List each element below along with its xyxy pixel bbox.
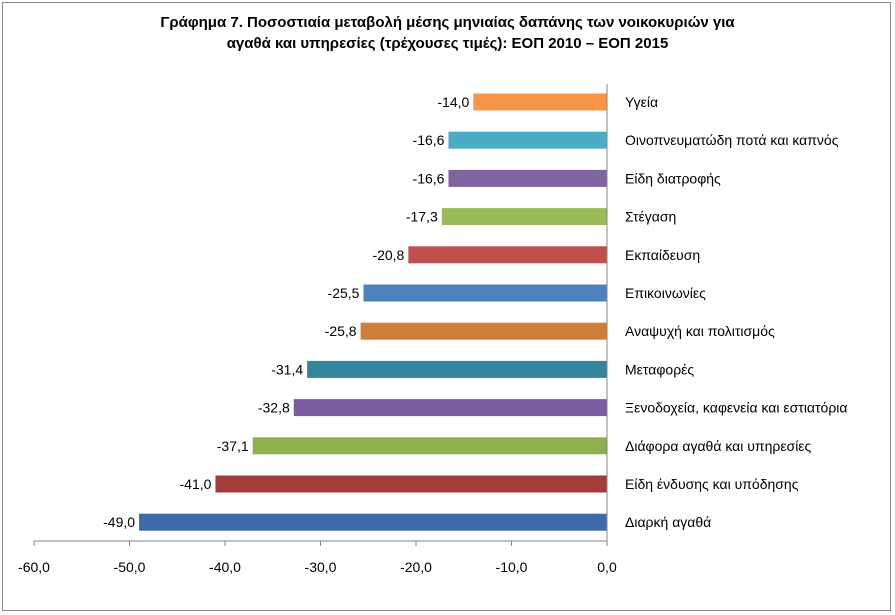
category-label: Οινοπνευματώδη ποτά και καπνός xyxy=(625,132,839,148)
x-tick-label: -30,0 xyxy=(305,559,337,575)
bar xyxy=(408,246,607,264)
bar-value-label: -25,8 xyxy=(325,323,357,339)
bar-value-label: -25,5 xyxy=(328,285,360,301)
chart-title-line-2: αγαθά και υπηρεσίες (τρέχουσες τιμές): Ε… xyxy=(226,35,669,52)
category-label: Διάφορα αγαθά και υπηρεσίες xyxy=(625,438,812,454)
bars-group xyxy=(139,93,608,531)
category-label: Αναψυχή και πολιτισμός xyxy=(625,323,775,339)
bar xyxy=(363,284,607,302)
x-axis: -60,0 -50,0 -40,0 -30,0 -20,0 -10,0 0,0 xyxy=(18,84,617,575)
category-label: Είδη ένδυσης και υπόδησης xyxy=(625,476,799,492)
x-tick-label: -60,0 xyxy=(18,559,50,575)
value-labels-group: -14,0 -16,6 -16,6 -17,3 -20,8 -25,5 -25,8 -31,4… xyxy=(103,94,469,530)
category-label: Εκπαίδευση xyxy=(625,247,700,263)
bar-value-label: -16,6 xyxy=(413,170,445,186)
x-tick-label: -20,0 xyxy=(400,559,432,575)
bar-value-label: -49,0 xyxy=(103,514,135,530)
bar-value-label: -17,3 xyxy=(406,209,438,225)
bar xyxy=(448,131,607,149)
chart-title: Γράφημα 7. Ποσοστιαία μεταβολή μέσης μην… xyxy=(0,12,895,54)
bar-value-label: -32,8 xyxy=(258,400,290,416)
bar xyxy=(441,208,607,226)
category-label: Στέγαση xyxy=(625,209,676,225)
category-label: Ξενοδοχεία, καφενεία και εστιατόρια xyxy=(625,400,848,416)
x-tick-label: -10,0 xyxy=(496,559,528,575)
bar xyxy=(473,93,607,111)
x-tick-label: -50,0 xyxy=(114,559,146,575)
bar xyxy=(448,169,607,187)
chart-title-line-1: Γράφημα 7. Ποσοστιαία μεταβολή μέσης μην… xyxy=(160,14,735,31)
bar xyxy=(293,399,607,417)
category-label: Μεταφορές xyxy=(625,361,694,377)
bar-value-label: -16,6 xyxy=(413,132,445,148)
bar-value-label: -31,4 xyxy=(271,361,303,377)
x-tick-label: 0,0 xyxy=(597,559,617,575)
bar-value-label: -41,0 xyxy=(180,476,212,492)
bar xyxy=(307,360,607,378)
bar-value-label: -20,8 xyxy=(372,247,404,263)
category-label: Διαρκή αγαθά xyxy=(625,514,711,530)
bar xyxy=(252,437,607,455)
bar-value-label: -37,1 xyxy=(217,438,249,454)
category-label: Επικοινωνίες xyxy=(625,285,706,301)
x-tick-label: -40,0 xyxy=(209,559,241,575)
category-labels-group: Υγεία Οινοπνευματώδη ποτά και καπνός Είδη … xyxy=(625,94,848,530)
bar xyxy=(215,475,607,493)
bar xyxy=(360,322,607,340)
bar xyxy=(139,513,608,531)
category-label: Είδη διατροφής xyxy=(625,170,721,186)
category-label: Υγεία xyxy=(625,94,658,110)
bar-value-label: -14,0 xyxy=(437,94,469,110)
